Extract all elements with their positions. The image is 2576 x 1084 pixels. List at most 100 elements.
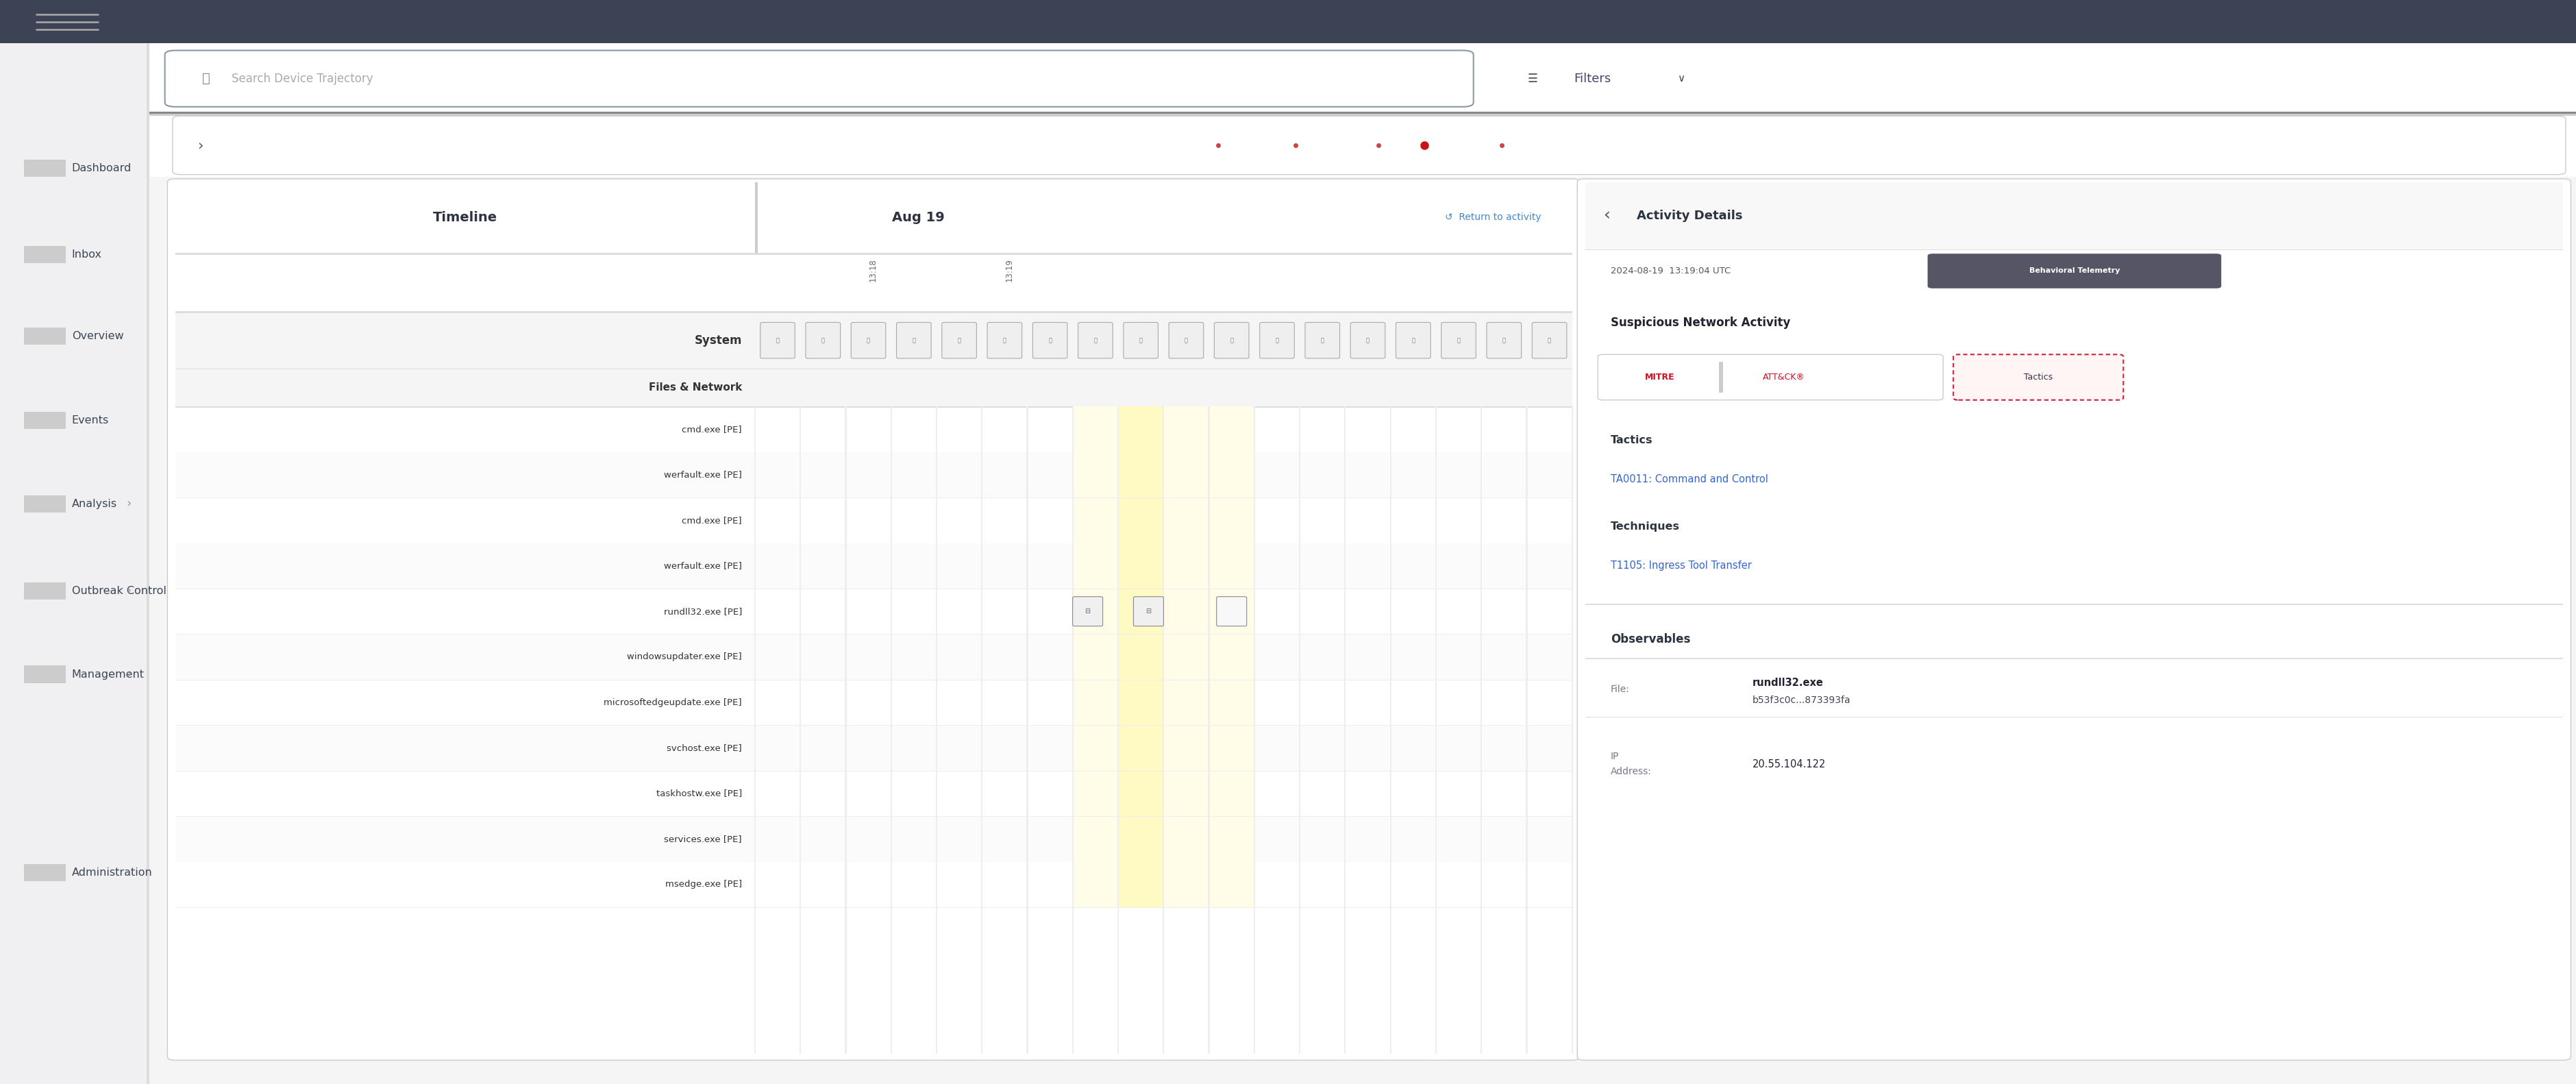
- Bar: [175, 725, 1571, 771]
- Text: ⤢: ⤢: [1275, 337, 1278, 344]
- Bar: [1208, 589, 1255, 634]
- Bar: [0, 0, 2576, 43]
- Bar: [175, 406, 1571, 452]
- Text: ⤢: ⤢: [1502, 337, 1507, 344]
- Text: ⤢: ⤢: [1365, 337, 1370, 344]
- Text: msedge.exe [PE]: msedge.exe [PE]: [665, 880, 742, 889]
- Text: IP: IP: [1610, 752, 1620, 761]
- Bar: [1118, 452, 1164, 498]
- Bar: [1118, 543, 1164, 589]
- FancyBboxPatch shape: [167, 179, 1579, 1060]
- Bar: [1208, 406, 1255, 452]
- Text: ⌕: ⌕: [201, 72, 211, 86]
- Bar: [149, 114, 2576, 177]
- Bar: [1584, 182, 2563, 249]
- Bar: [1072, 862, 1118, 907]
- FancyBboxPatch shape: [1350, 322, 1386, 359]
- Text: services.exe [PE]: services.exe [PE]: [665, 835, 742, 843]
- Bar: [175, 406, 1571, 408]
- Bar: [175, 253, 1571, 255]
- Text: Management: Management: [72, 669, 144, 680]
- Bar: [175, 862, 1571, 907]
- Bar: [1072, 498, 1118, 543]
- Text: Tactics: Tactics: [1610, 435, 1654, 446]
- Bar: [1118, 725, 1164, 771]
- FancyBboxPatch shape: [1953, 354, 2123, 400]
- Bar: [23, 159, 64, 177]
- Bar: [1164, 406, 1208, 452]
- Text: microsoftedgeupdate.exe [PE]: microsoftedgeupdate.exe [PE]: [603, 698, 742, 707]
- FancyBboxPatch shape: [1072, 596, 1103, 627]
- Bar: [1164, 725, 1208, 771]
- Text: Files & Network: Files & Network: [649, 383, 742, 392]
- Text: ☰: ☰: [1528, 73, 1538, 85]
- Bar: [1208, 452, 1255, 498]
- Bar: [1118, 634, 1164, 680]
- Text: Behavioral Telemetry: Behavioral Telemetry: [2030, 268, 2120, 274]
- Bar: [1118, 862, 1164, 907]
- Bar: [175, 369, 1571, 370]
- Text: werfault.exe [PE]: werfault.exe [PE]: [665, 470, 742, 479]
- Bar: [1584, 658, 2563, 659]
- Bar: [23, 864, 64, 881]
- Bar: [175, 369, 1571, 406]
- Bar: [23, 666, 64, 683]
- Text: ⤢: ⤢: [1139, 337, 1144, 344]
- Bar: [1118, 498, 1164, 543]
- Bar: [1164, 634, 1208, 680]
- Bar: [1164, 816, 1208, 862]
- Bar: [1118, 589, 1164, 634]
- Bar: [1208, 498, 1255, 543]
- Bar: [1072, 634, 1118, 680]
- Bar: [149, 112, 2576, 114]
- Text: ⤢: ⤢: [1185, 337, 1188, 344]
- Bar: [1118, 452, 1164, 498]
- FancyBboxPatch shape: [173, 116, 2566, 175]
- Text: 13:19: 13:19: [1005, 259, 1012, 282]
- Bar: [175, 498, 1571, 543]
- FancyBboxPatch shape: [1213, 322, 1249, 359]
- Bar: [1118, 680, 1164, 725]
- Text: cmd.exe [PE]: cmd.exe [PE]: [683, 516, 742, 525]
- Text: Analysis: Analysis: [72, 499, 116, 509]
- Bar: [1118, 406, 1164, 452]
- FancyBboxPatch shape: [1533, 322, 1566, 359]
- Text: Address:: Address:: [1610, 767, 1651, 776]
- Text: Filters: Filters: [1574, 73, 1610, 85]
- Bar: [1072, 406, 1118, 452]
- Text: Activity Details: Activity Details: [1636, 209, 1741, 222]
- Text: ∨: ∨: [1677, 74, 1685, 83]
- Text: taskhostw.exe [PE]: taskhostw.exe [PE]: [657, 789, 742, 798]
- Text: ⤢: ⤢: [1458, 337, 1461, 344]
- Bar: [175, 816, 1571, 862]
- FancyBboxPatch shape: [1133, 596, 1164, 627]
- Bar: [1164, 680, 1208, 725]
- Bar: [175, 311, 1571, 312]
- Text: ⤢: ⤢: [1548, 337, 1551, 344]
- Bar: [1118, 771, 1164, 816]
- Text: Overview: Overview: [72, 331, 124, 341]
- FancyBboxPatch shape: [987, 322, 1023, 359]
- Bar: [1584, 249, 2563, 250]
- FancyBboxPatch shape: [1033, 322, 1066, 359]
- Text: File:: File:: [1610, 685, 1631, 694]
- Bar: [1118, 589, 1164, 634]
- Bar: [23, 582, 64, 599]
- Text: ⤢: ⤢: [1048, 337, 1051, 344]
- Bar: [1164, 543, 1208, 589]
- FancyBboxPatch shape: [760, 322, 796, 359]
- Bar: [0, 43, 149, 1084]
- Bar: [175, 452, 1571, 498]
- Text: MITRE: MITRE: [1643, 373, 1674, 382]
- Bar: [23, 246, 64, 263]
- Text: ‹: ‹: [1602, 207, 1610, 224]
- Bar: [1208, 634, 1255, 680]
- Bar: [1164, 862, 1208, 907]
- Bar: [23, 495, 64, 513]
- Bar: [1072, 543, 1118, 589]
- Text: ⊟: ⊟: [1084, 608, 1090, 615]
- Bar: [1164, 452, 1208, 498]
- FancyBboxPatch shape: [165, 50, 1473, 106]
- Text: Outbreak Control: Outbreak Control: [72, 585, 167, 596]
- Bar: [175, 312, 1571, 369]
